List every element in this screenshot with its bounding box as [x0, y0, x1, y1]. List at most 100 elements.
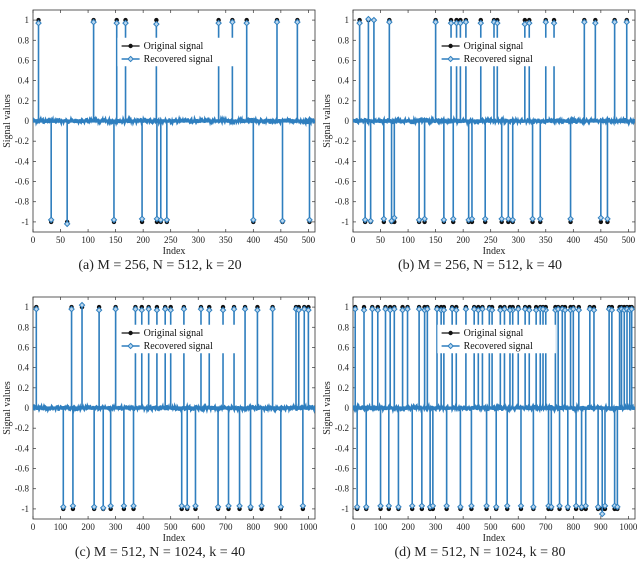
recovered-marker	[113, 19, 121, 27]
y-tick-label: -0.8	[335, 197, 350, 207]
x-tick-label: 200	[456, 235, 470, 245]
x-tick-label: 150	[109, 235, 123, 245]
recovered-marker	[572, 502, 580, 510]
y-tick-label: -0.2	[15, 136, 29, 146]
recovered-marker	[492, 503, 500, 511]
recovered-marker	[306, 216, 313, 224]
y-tick-label: -1	[22, 217, 30, 227]
recovered-marker	[132, 305, 139, 313]
y-tick-label: -0.2	[335, 423, 349, 433]
legend-label-original: Original signal	[144, 328, 204, 339]
recovered-marker	[542, 18, 550, 26]
recovered-marker	[356, 19, 363, 27]
recovered-marker	[294, 18, 301, 26]
y-tick-label: -0.2	[335, 136, 349, 146]
x-tick-label: 250	[484, 235, 498, 245]
recovered-marker	[462, 18, 470, 26]
y-tick-label: 1	[25, 15, 30, 25]
x-tick-label: 700	[219, 522, 233, 532]
recovered-marker	[305, 306, 312, 314]
recovered-marker	[539, 305, 547, 313]
baseline-marker	[313, 119, 315, 123]
y-axis-label: Signal values	[2, 381, 13, 435]
recovered-marker	[243, 19, 251, 27]
legend: Original signal Recovered signal	[437, 37, 556, 67]
recovered-marker	[153, 306, 161, 314]
recovered-marker	[273, 18, 281, 26]
x-tick-label: 900	[594, 522, 608, 532]
recovered-marker	[90, 503, 98, 511]
recovered-marker	[449, 215, 457, 223]
x-tick-label: 500	[484, 522, 498, 532]
legend-label-recovered: Recovered signal	[464, 54, 533, 65]
recovered-marker	[601, 502, 609, 510]
recovered-marker	[505, 215, 512, 223]
x-tick-label: 150	[429, 235, 443, 245]
recovered-marker	[432, 18, 439, 26]
y-tick-label: -0.4	[335, 443, 350, 453]
recovered-marker	[59, 503, 67, 511]
recovered-marker	[575, 306, 583, 314]
x-tick-label: 600	[511, 522, 525, 532]
recovered-marker	[157, 216, 165, 224]
recovered-marker	[477, 19, 485, 27]
recovered-marker	[550, 19, 558, 27]
x-tick-label: 0	[31, 522, 36, 532]
legend-box	[437, 324, 556, 354]
recovered-marker	[367, 217, 374, 225]
x-tick-label: 100	[401, 235, 415, 245]
baseline-marker	[633, 119, 635, 123]
recovered-marker	[47, 216, 55, 224]
recovered-marker	[561, 306, 569, 314]
x-tick-label: 350	[539, 235, 553, 245]
x-tick-label: 50	[56, 235, 66, 245]
recovered-marker	[110, 216, 118, 224]
y-tick-label: 0.6	[18, 342, 30, 352]
x-tick-label: 800	[247, 522, 261, 532]
legend-label-original: Original signal	[144, 41, 204, 52]
y-tick-label: -0.8	[15, 484, 30, 494]
x-tick-label: 600	[191, 522, 205, 532]
x-tick-label: 500	[164, 522, 178, 532]
y-tick-label: 0.4	[338, 363, 350, 373]
recovered-marker	[418, 502, 426, 510]
y-tick-label: 0.6	[18, 55, 30, 65]
legend-label-recovered: Recovered signal	[144, 341, 213, 352]
recovered-marker	[611, 18, 618, 26]
legend-marker-recovered	[127, 342, 134, 350]
recovered-marker	[192, 502, 199, 510]
recovered-marker	[399, 306, 406, 314]
recovered-marker	[581, 18, 588, 26]
recovered-marker	[236, 502, 243, 510]
recovered-marker	[503, 502, 511, 510]
y-tick-label: -1	[22, 504, 30, 514]
recovered-marker	[299, 502, 307, 510]
recovered-marker	[353, 305, 359, 313]
recovered-marker	[178, 502, 186, 510]
recovered-marker	[229, 18, 236, 26]
plot-area	[33, 301, 315, 512]
chart-panel-b: 0 50 100 150 200 250 300 350 400 450 500 -1 -0.8 -0.6…	[322, 9, 636, 257]
recovered-marker	[382, 305, 389, 313]
y-tick-label: 0.4	[338, 76, 350, 86]
legend-marker-original	[128, 330, 133, 336]
y-tick-label: 0.8	[18, 322, 30, 332]
x-tick-label: 1000	[299, 522, 318, 532]
recovered-marker	[623, 18, 631, 26]
x-tick-label: 300	[109, 522, 123, 532]
recovered-marker	[448, 305, 456, 313]
recovered-marker	[120, 502, 128, 510]
recovered-marker	[501, 305, 508, 313]
x-tick-label: 200	[401, 522, 415, 532]
recovered-marker	[269, 305, 276, 313]
recovered-marker	[564, 503, 572, 511]
y-tick-label: 0.6	[338, 55, 350, 65]
x-tick-label: 500	[302, 235, 316, 245]
recovered-marker	[230, 305, 238, 313]
x-tick-label: 300	[191, 235, 205, 245]
legend-marker-recovered	[127, 55, 134, 63]
recovered-marker	[360, 306, 368, 314]
original-marker	[154, 17, 159, 23]
recovered-marker	[608, 306, 616, 314]
legend-box	[117, 37, 236, 67]
